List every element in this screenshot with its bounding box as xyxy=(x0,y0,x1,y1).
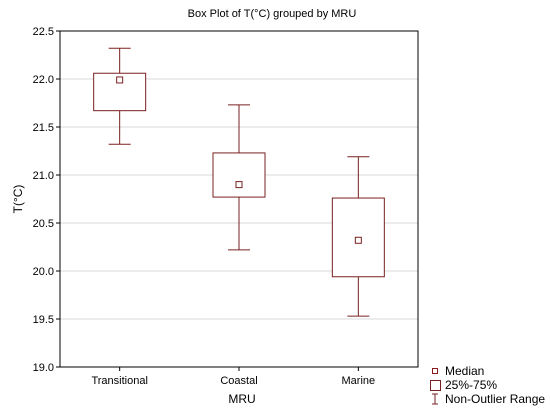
legend-label-median: Median xyxy=(445,364,485,378)
median-marker-icon xyxy=(429,364,443,378)
boxes xyxy=(93,47,385,317)
y-tick-label: 19.5 xyxy=(33,314,54,326)
x-tick-label: Coastal xyxy=(220,375,257,387)
plot-frame xyxy=(59,30,419,368)
x-tick-label: Marine xyxy=(342,375,376,387)
whisker-icon xyxy=(429,392,443,406)
median-marker xyxy=(235,181,243,189)
y-tick-label: 19.0 xyxy=(33,362,54,374)
iqr-box xyxy=(212,152,266,198)
chart-title: Box Plot of T(°C) grouped by MRU xyxy=(188,8,357,20)
y-tick-label: 22.0 xyxy=(33,74,54,86)
median-marker xyxy=(116,76,124,84)
y-axis-label: T(°C) xyxy=(11,185,25,214)
y-axis: 19.0 19.5 20.0 20.5 21.0 21.5 22.0 22.5 xyxy=(33,26,60,374)
y-tick-label: 21.0 xyxy=(33,170,54,182)
legend-item-median: Median xyxy=(429,364,547,378)
median-marker xyxy=(354,236,362,244)
legend: Median 25%-75% Non-Outlier Range xyxy=(429,364,547,408)
x-tick-label: Transitional xyxy=(91,375,147,387)
box-icon xyxy=(429,378,443,392)
y-tick-label: 20.0 xyxy=(33,266,54,278)
y-tick-label: 21.5 xyxy=(33,122,54,134)
y-tick-label: 22.5 xyxy=(33,26,54,38)
legend-item-whisker: Non-Outlier Range xyxy=(429,392,547,406)
legend-item-box: 25%-75% xyxy=(429,378,547,392)
legend-label-whisker: Non-Outlier Range xyxy=(445,392,546,406)
x-axis-label: MRU xyxy=(228,392,255,406)
y-tick-label: 20.5 xyxy=(33,218,54,230)
legend-label-box: 25%-75% xyxy=(445,378,498,392)
x-axis: Transitional Coastal Marine xyxy=(91,367,375,387)
